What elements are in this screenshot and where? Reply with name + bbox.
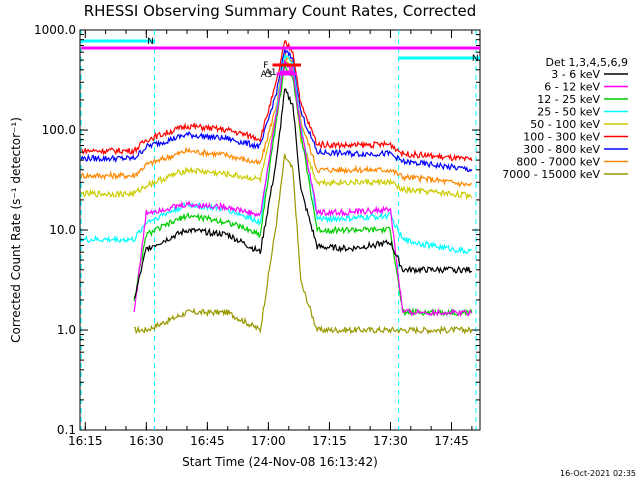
y-tick-label: 1.0 (57, 323, 76, 337)
series-line (80, 50, 473, 188)
x-tick-label: 16:15 (68, 434, 103, 448)
legend-entry-label: 12 - 25 keV (537, 93, 600, 106)
annotation-label: A3 (261, 70, 273, 80)
y-tick-label: 1000.0 (34, 23, 76, 37)
x-tick-label: 17:45 (434, 434, 469, 448)
series-line (80, 39, 473, 162)
x-tick-label: 17:00 (251, 434, 286, 448)
legend-entry-label: 100 - 300 keV (523, 131, 600, 144)
legend-entry-label: 50 - 100 keV (530, 118, 600, 131)
footer-timestamp: 16-Oct-2021 02:35 (560, 469, 636, 478)
legend-title: Det 1,3,4,5,6,9 (545, 56, 628, 69)
annotation-label: A1 (265, 68, 277, 78)
x-tick-label: 17:15 (312, 434, 347, 448)
legend-entry-label: 800 - 7000 keV (516, 156, 600, 169)
y-tick-label: 0.1 (57, 423, 76, 437)
x-axis: 16:15 16:30 16:45 17:00 17:15 17:30 17:45 (68, 30, 473, 448)
y-tick-label: 10.0 (49, 223, 76, 237)
x-tick-label: 16:45 (190, 434, 225, 448)
legend-entry-label: 7000 - 15000 keV (502, 168, 600, 181)
annotation-label: N (147, 37, 154, 47)
y-tick-label: 100.0 (42, 123, 76, 137)
annotation-label: N (472, 54, 479, 64)
legend-entry-label: 25 - 50 keV (537, 106, 600, 119)
series-line (80, 48, 473, 173)
chart-title: RHESSI Observing Summary Count Rates, Co… (84, 2, 477, 20)
y-axis: 0.1 1.0 10.0 100.0 1000.0 (34, 23, 480, 437)
y-axis-label: Corrected Count Rate (s⁻¹ detector⁻¹) (9, 117, 23, 343)
series-line (133, 88, 473, 299)
series-line (133, 64, 473, 317)
legend-entry-label: 3 - 6 keV (551, 68, 600, 81)
x-tick-label: 17:30 (373, 434, 408, 448)
annotation-label: F (263, 61, 268, 71)
x-axis-label: Start Time (24-Nov-08 16:13:42) (182, 455, 378, 469)
legend-entry-label: 6 - 12 keV (544, 81, 600, 94)
series-line (133, 153, 473, 335)
series-line (80, 53, 473, 255)
legend-entry-label: 300 - 800 keV (523, 143, 600, 156)
x-tick-label: 16:30 (129, 434, 164, 448)
series-line (133, 59, 473, 318)
